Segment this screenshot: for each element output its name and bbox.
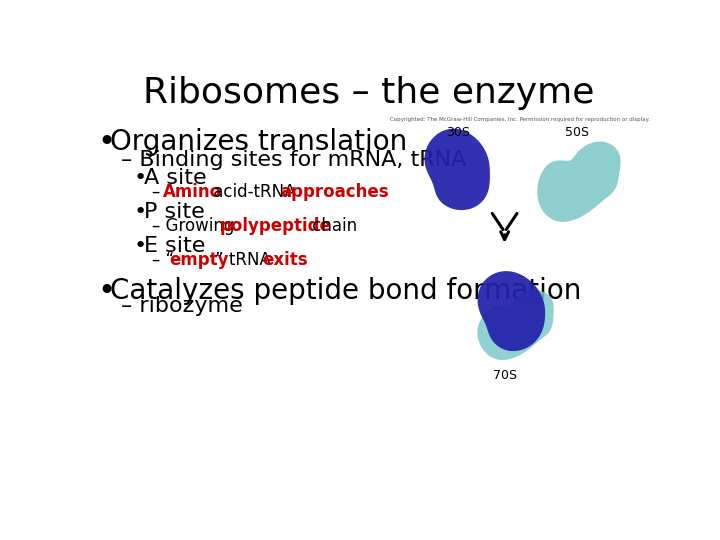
Polygon shape	[537, 141, 621, 222]
Text: – Growing: – Growing	[152, 217, 240, 235]
Polygon shape	[425, 129, 490, 210]
Text: 30S: 30S	[446, 126, 470, 139]
Text: A site: A site	[144, 168, 207, 188]
Text: •: •	[133, 236, 147, 256]
Polygon shape	[477, 271, 545, 351]
Text: 50S: 50S	[564, 126, 589, 139]
Text: –: –	[152, 184, 166, 201]
Text: – “: – “	[152, 251, 174, 269]
Text: polypeptide: polypeptide	[220, 217, 332, 235]
Text: chain: chain	[307, 217, 356, 235]
Text: E site: E site	[144, 236, 206, 256]
Text: •: •	[98, 276, 116, 306]
Text: exits: exits	[263, 251, 308, 269]
Text: Amino: Amino	[163, 184, 222, 201]
Text: ” tRNA: ” tRNA	[215, 251, 276, 269]
Text: Ribosomes – the enzyme: Ribosomes – the enzyme	[143, 76, 595, 110]
Text: •: •	[133, 202, 147, 222]
Text: approaches: approaches	[280, 184, 389, 201]
Text: Catalyzes peptide bond formation: Catalyzes peptide bond formation	[110, 276, 582, 305]
Text: Copyrighted: The McGraw-Hill Companies, Inc. Permission required for reproductio: Copyrighted: The McGraw-Hill Companies, …	[390, 117, 650, 122]
Text: •: •	[98, 128, 116, 157]
Text: P site: P site	[144, 202, 205, 222]
Text: acid-tRNA: acid-tRNA	[208, 184, 301, 201]
Text: – Binding sites for mRNA, tRNA: – Binding sites for mRNA, tRNA	[121, 150, 467, 170]
Polygon shape	[477, 290, 554, 360]
Text: – ribozyme: – ribozyme	[121, 296, 243, 316]
Text: 70S: 70S	[492, 369, 517, 382]
Text: •: •	[133, 168, 147, 188]
Text: empty: empty	[169, 251, 229, 269]
Text: Organizes translation: Organizes translation	[110, 128, 408, 156]
